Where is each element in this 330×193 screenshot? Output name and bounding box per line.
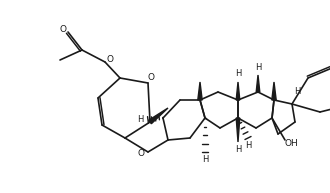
Text: O: O (107, 54, 114, 63)
Polygon shape (198, 82, 202, 100)
Text: H: H (294, 87, 300, 96)
Text: O: O (59, 25, 67, 35)
Text: H: H (245, 141, 251, 151)
Text: H: H (235, 69, 241, 79)
Polygon shape (272, 82, 276, 100)
Text: H: H (255, 63, 261, 71)
Polygon shape (256, 75, 260, 92)
Text: H: H (202, 156, 208, 164)
Polygon shape (236, 118, 240, 142)
Polygon shape (236, 82, 240, 100)
Text: OH: OH (284, 140, 298, 148)
Text: H: H (137, 115, 143, 124)
Text: H: H (235, 146, 241, 155)
Polygon shape (148, 108, 168, 124)
Text: O: O (148, 74, 154, 82)
Text: O: O (138, 150, 145, 158)
